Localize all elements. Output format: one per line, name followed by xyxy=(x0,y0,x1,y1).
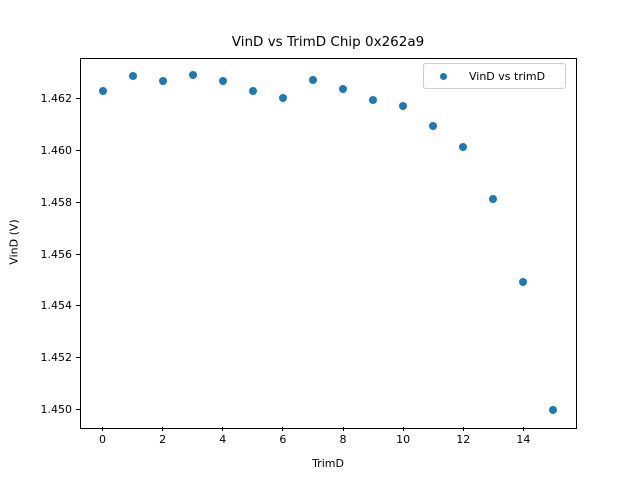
scatter-point xyxy=(248,87,257,96)
scatter-point xyxy=(128,71,137,80)
y-tick-mark xyxy=(76,305,80,307)
scatter-point xyxy=(369,96,378,105)
x-tick-mark xyxy=(282,427,284,432)
y-tick-mark xyxy=(76,253,80,255)
chart-title: VinD vs TrimD Chip 0x262a9 xyxy=(231,34,425,50)
y-tick-label: 1.456 xyxy=(40,247,73,261)
x-tick-mark xyxy=(522,427,524,432)
x-tick-label: 2 xyxy=(159,433,167,447)
x-tick-label: 4 xyxy=(219,433,227,447)
scatter-point xyxy=(98,86,107,95)
x-tick-label: 12 xyxy=(456,433,471,447)
scatter-point xyxy=(459,142,468,151)
legend-marker-icon xyxy=(440,72,447,80)
x-axis-label: TrimD xyxy=(312,457,344,470)
x-tick-mark xyxy=(462,427,464,432)
scatter-point xyxy=(158,76,167,85)
y-tick-label: 1.450 xyxy=(40,402,73,416)
y-tick-mark xyxy=(76,201,80,203)
x-tick-label: 8 xyxy=(339,433,347,447)
scatter-point xyxy=(399,102,408,111)
scatter-point xyxy=(549,405,558,414)
scatter-point xyxy=(429,122,438,131)
x-tick-mark xyxy=(222,427,224,432)
scatter-point xyxy=(278,93,287,102)
x-tick-mark xyxy=(102,427,104,432)
legend-label: VinD vs trimD xyxy=(469,69,546,83)
y-tick-label: 1.454 xyxy=(40,299,73,313)
legend: VinD vs trimD xyxy=(423,63,566,89)
y-tick-mark xyxy=(76,150,80,152)
y-tick-mark xyxy=(76,357,80,359)
y-tick-label: 1.452 xyxy=(40,351,73,365)
x-tick-label: 14 xyxy=(516,433,531,447)
x-tick-label: 10 xyxy=(396,433,411,447)
scatter-point xyxy=(188,70,197,79)
scatter-point xyxy=(339,85,348,94)
y-axis-label: VinD (V) xyxy=(7,219,21,265)
scatter-point xyxy=(489,195,498,204)
y-tick-label: 1.458 xyxy=(40,195,73,209)
x-tick-mark xyxy=(162,427,164,432)
scatter-point xyxy=(218,76,227,85)
x-tick-label: 6 xyxy=(279,433,287,447)
y-tick-mark xyxy=(76,408,80,410)
x-tick-mark xyxy=(402,427,404,432)
scatter-point xyxy=(519,278,528,287)
scatter-point xyxy=(308,75,317,84)
plot-area xyxy=(80,58,577,429)
y-tick-mark xyxy=(76,98,80,100)
y-tick-label: 1.462 xyxy=(40,92,73,106)
y-tick-label: 1.460 xyxy=(40,144,73,158)
x-tick-mark xyxy=(342,427,344,432)
x-tick-label: 0 xyxy=(99,433,107,447)
